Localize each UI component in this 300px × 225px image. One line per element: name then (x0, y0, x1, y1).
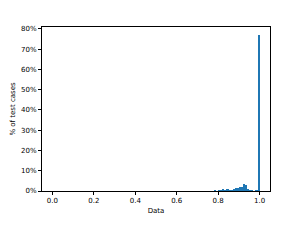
svg-text:20%: 20% (21, 147, 37, 155)
svg-text:0.6: 0.6 (171, 197, 183, 205)
svg-text:Data: Data (148, 207, 165, 215)
svg-text:40%: 40% (21, 106, 37, 114)
svg-text:10%: 10% (21, 167, 37, 175)
svg-text:80%: 80% (21, 25, 37, 33)
svg-text:0.8: 0.8 (213, 197, 224, 205)
svg-text:0%: 0% (25, 187, 36, 195)
svg-text:% of test cases: % of test cases (9, 82, 17, 136)
svg-text:30%: 30% (21, 127, 37, 135)
svg-text:0.4: 0.4 (130, 197, 142, 205)
svg-text:70%: 70% (21, 46, 37, 54)
svg-text:0.2: 0.2 (88, 197, 99, 205)
svg-text:1.0: 1.0 (254, 197, 265, 205)
svg-text:50%: 50% (21, 86, 37, 94)
svg-text:0.0: 0.0 (47, 197, 58, 205)
svg-text:60%: 60% (21, 66, 37, 74)
